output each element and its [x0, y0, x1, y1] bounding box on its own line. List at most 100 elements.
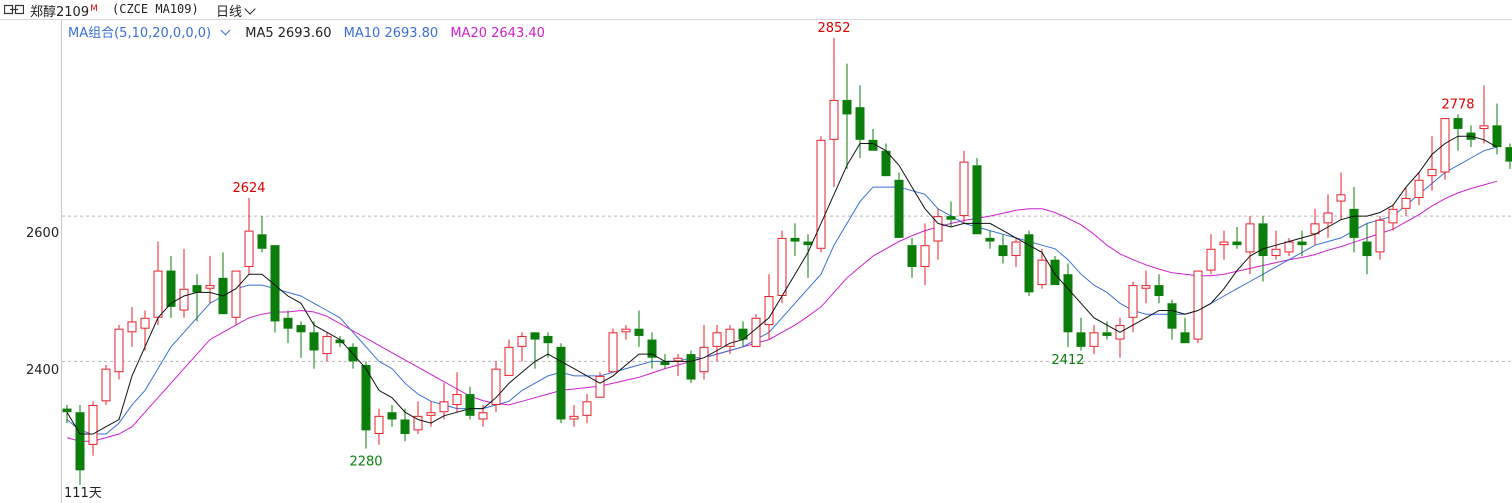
candle[interactable]	[1284, 237, 1294, 257]
candle[interactable]	[1492, 103, 1502, 155]
candle[interactable]	[218, 252, 228, 315]
candle[interactable]	[1219, 230, 1229, 260]
candle[interactable]	[413, 401, 423, 434]
candle[interactable]	[816, 136, 826, 253]
candle[interactable]	[998, 234, 1008, 264]
link-icon[interactable]	[4, 4, 24, 15]
candle[interactable]	[608, 328, 618, 373]
candle[interactable]	[1102, 321, 1112, 340]
candle[interactable]	[1206, 234, 1216, 275]
candle[interactable]	[491, 361, 501, 413]
candle[interactable]	[1323, 194, 1333, 238]
candle[interactable]	[231, 270, 241, 326]
candle[interactable]	[1063, 263, 1073, 347]
candle[interactable]	[543, 332, 553, 358]
candle[interactable]	[842, 63, 852, 169]
candle[interactable]	[855, 85, 865, 158]
candle[interactable]	[530, 332, 540, 369]
candle[interactable]	[556, 343, 566, 424]
candle[interactable]	[829, 38, 839, 188]
candle[interactable]	[1258, 216, 1268, 282]
candle[interactable]	[803, 234, 813, 278]
candle[interactable]	[569, 404, 579, 427]
candle[interactable]	[465, 386, 475, 420]
candle[interactable]	[1297, 230, 1307, 257]
candle[interactable]	[478, 404, 488, 427]
candle[interactable]	[1479, 85, 1489, 144]
candle[interactable]	[504, 339, 514, 376]
candle[interactable]	[894, 172, 904, 238]
candle[interactable]	[1089, 325, 1099, 355]
candle[interactable]	[205, 256, 215, 304]
candle[interactable]	[673, 354, 683, 376]
period-selector[interactable]: 日线	[216, 1, 256, 20]
candle[interactable]	[1414, 172, 1424, 206]
candle[interactable]	[75, 404, 85, 485]
candle[interactable]	[1388, 205, 1398, 231]
candle[interactable]	[1115, 317, 1125, 358]
candle[interactable]	[244, 197, 254, 275]
candle[interactable]	[660, 354, 670, 369]
candle[interactable]	[621, 325, 631, 340]
candle[interactable]	[140, 310, 150, 351]
candle[interactable]	[1505, 143, 1512, 169]
candle[interactable]	[1050, 256, 1060, 286]
candle[interactable]	[738, 321, 748, 347]
candle[interactable]	[972, 158, 982, 235]
candle[interactable]	[1362, 223, 1372, 275]
candle[interactable]	[1141, 270, 1151, 304]
candle[interactable]	[400, 408, 410, 442]
candle[interactable]	[322, 332, 332, 362]
candle[interactable]	[582, 394, 592, 424]
candle[interactable]	[309, 321, 319, 369]
candle[interactable]	[1245, 216, 1255, 275]
candle[interactable]	[1401, 187, 1411, 217]
candle[interactable]	[127, 306, 137, 347]
candle[interactable]	[1193, 270, 1203, 344]
candle[interactable]	[959, 150, 969, 224]
candle[interactable]	[114, 325, 124, 380]
candle[interactable]	[1024, 230, 1034, 296]
symbol-name[interactable]: 郑醇2109M	[30, 3, 98, 20]
candle[interactable]	[1349, 187, 1359, 253]
candle[interactable]	[62, 404, 72, 424]
candle[interactable]	[452, 372, 462, 413]
candle[interactable]	[699, 325, 709, 380]
candle[interactable]	[881, 143, 891, 177]
candle[interactable]	[933, 208, 943, 260]
candle[interactable]	[296, 321, 306, 358]
candle[interactable]	[517, 332, 527, 362]
candle[interactable]	[1154, 274, 1164, 304]
candle[interactable]	[335, 335, 345, 347]
candle[interactable]	[634, 310, 644, 347]
ma-group-selector[interactable]: MA组合(5,10,20,0,0,0)	[68, 25, 237, 41]
candle[interactable]	[1453, 114, 1463, 151]
candle[interactable]	[1336, 172, 1346, 220]
candle[interactable]	[686, 350, 696, 384]
candle[interactable]	[647, 332, 657, 369]
candle[interactable]	[777, 230, 787, 304]
candle[interactable]	[1037, 248, 1047, 289]
candle[interactable]	[1232, 227, 1242, 249]
candle[interactable]	[153, 241, 163, 326]
candle[interactable]	[907, 237, 917, 278]
candle[interactable]	[1076, 317, 1086, 351]
candle[interactable]	[361, 361, 371, 449]
candle[interactable]	[595, 372, 605, 398]
candle[interactable]	[270, 245, 280, 333]
candle[interactable]	[1427, 136, 1437, 191]
candle[interactable]	[439, 383, 449, 420]
candle[interactable]	[985, 230, 995, 249]
candle[interactable]	[725, 325, 735, 355]
candle[interactable]	[790, 223, 800, 257]
candle[interactable]	[1310, 208, 1320, 246]
candle[interactable]	[946, 201, 956, 227]
candle[interactable]	[88, 401, 98, 456]
candle[interactable]	[1167, 299, 1177, 340]
candle[interactable]	[179, 248, 189, 318]
candle[interactable]	[166, 256, 176, 318]
candle[interactable]	[1180, 317, 1190, 344]
candle[interactable]	[1440, 118, 1450, 180]
candle[interactable]	[348, 343, 358, 369]
